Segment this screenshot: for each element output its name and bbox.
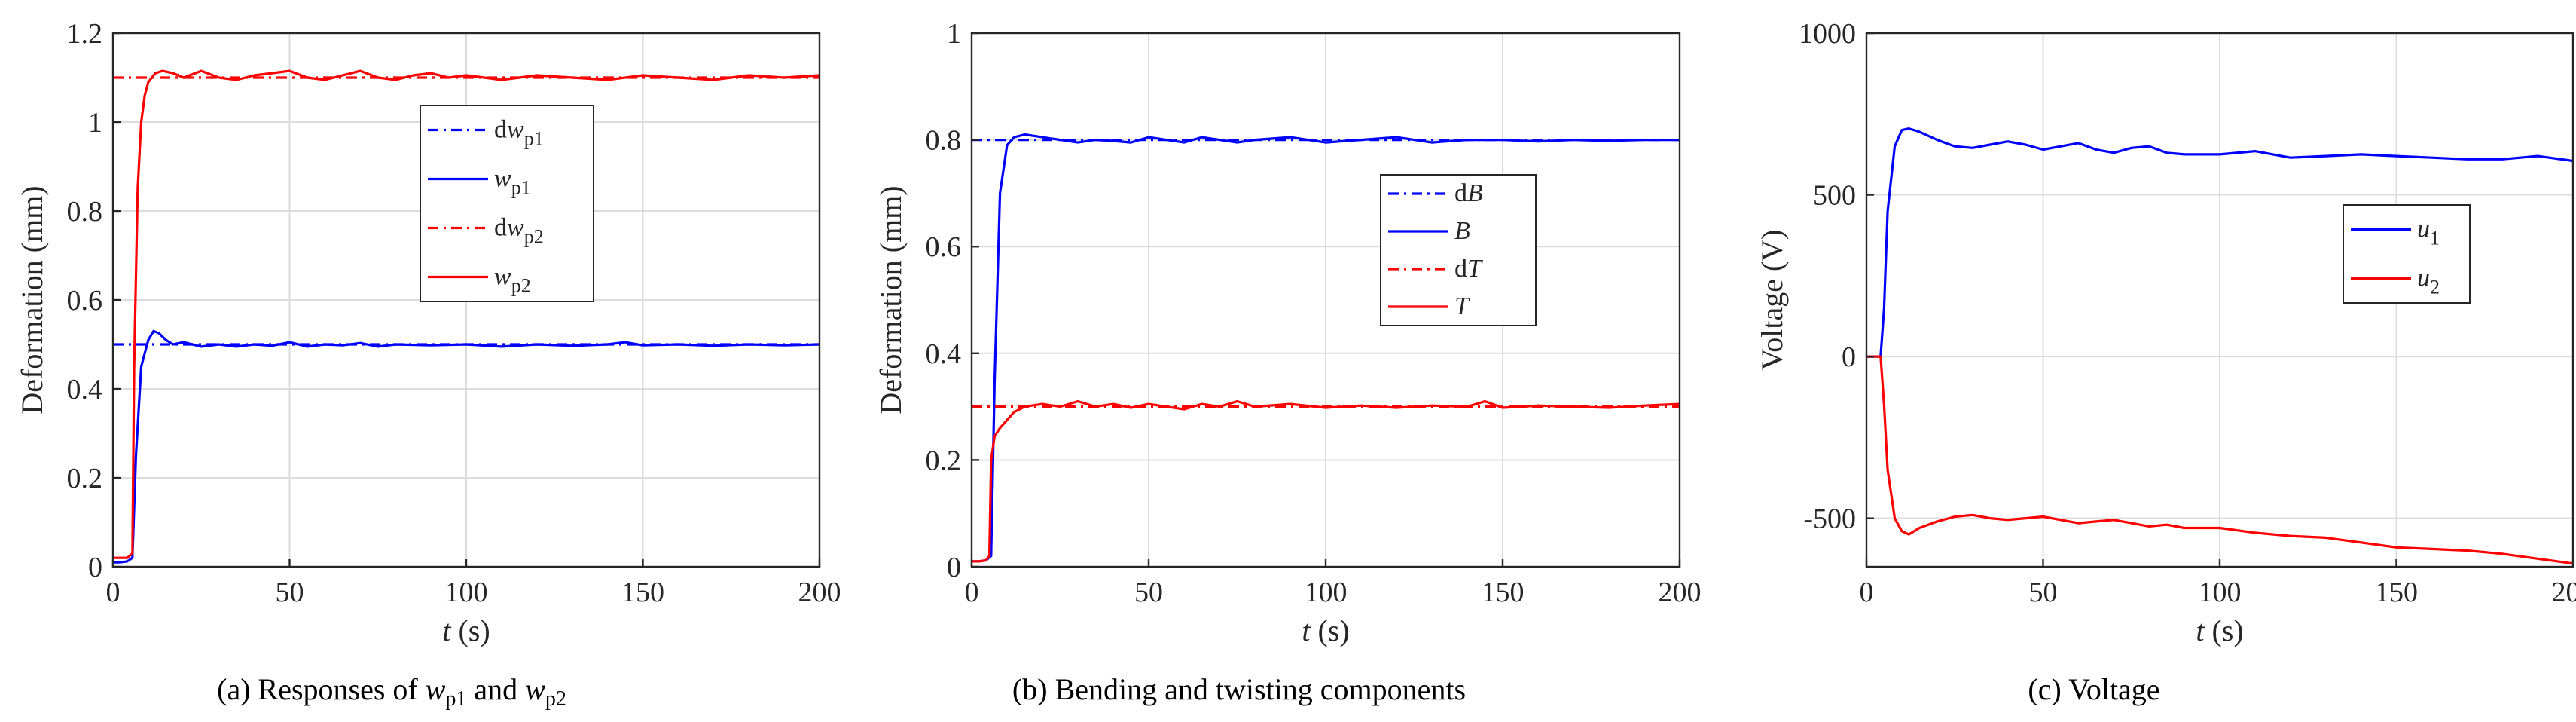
x-tick-label: 200	[1659, 577, 1702, 608]
y-axis-label: Voltage (V)	[1755, 230, 1789, 371]
legend-label-w-p2: wp2	[494, 263, 531, 297]
chart-caption-c: (c) Voltage	[2028, 672, 2159, 706]
legend-label-dt: dT	[1454, 255, 1483, 283]
y-tick-label: 0.8	[67, 196, 103, 228]
y-tick-label: 0.6	[926, 231, 962, 263]
x-axis-label: t (s)	[1302, 613, 1349, 647]
chart-panel-a: (a) Responses of wp1 and wp2 0 50 100 150 20…	[15, 18, 841, 711]
y-tick-label: -500	[1803, 503, 1856, 535]
x-tick-label: 50	[1134, 577, 1163, 608]
x-tick-label: 0	[965, 577, 979, 608]
legend-box	[2343, 204, 2471, 304]
chart-caption-b: (b) Bending and twisting components	[1012, 672, 1466, 706]
y-tick-label: 0.4	[67, 374, 103, 405]
x-axis-label: t (s)	[442, 613, 490, 647]
x-tick-label: 150	[2375, 577, 2418, 608]
legend-label-dw-p1: dwp1	[494, 116, 544, 150]
y-axis-label: Deformation (mm)	[15, 185, 49, 414]
x-tick-label: 150	[621, 577, 664, 608]
legend-label-u-2: u2	[2417, 265, 2440, 298]
x-tick-label: 0	[1860, 577, 1874, 608]
series-line-w-p2	[113, 69, 819, 559]
legend-label-dw-p2: dwp2	[494, 214, 544, 248]
legend: dB BdT T	[1380, 174, 1537, 326]
x-axis-label: t (s)	[2196, 613, 2243, 647]
series-line-t	[972, 399, 1680, 563]
y-tick-label: 1	[947, 18, 961, 50]
chart-caption-a: (a) Responses of wp1 and wp2	[217, 672, 566, 711]
series-line-u-1	[1866, 127, 2573, 358]
y-tick-label: 0.2	[67, 463, 103, 494]
y-tick-label: 500	[1813, 180, 1856, 212]
x-tick-label: 150	[1482, 577, 1525, 608]
y-axis-label: Deformation (mm)	[874, 185, 908, 414]
y-tick-label: 0	[88, 552, 102, 583]
chart-panel-c: (c) Voltage 0 50 100 150 200 -500 0 500 1000 t (s…	[1755, 18, 2576, 706]
legend-label-b: B	[1454, 217, 1470, 245]
y-tick-label: 1000	[1799, 18, 1856, 50]
legend-box	[420, 105, 594, 302]
y-tick-label: 0.6	[67, 285, 103, 317]
x-tick-label: 200	[2552, 577, 2576, 608]
legend-box	[1380, 174, 1537, 326]
x-tick-label: 50	[276, 577, 304, 608]
y-tick-label: 0	[1842, 341, 1856, 373]
chart-panel-b: (b) Bending and twisting components 0 50 1…	[874, 18, 1702, 706]
legend-label-u-1: u1	[2417, 216, 2440, 249]
x-tick-label: 100	[2199, 577, 2242, 608]
y-tick-label: 0.4	[926, 338, 962, 370]
series-line-b	[972, 133, 1680, 563]
x-tick-label: 0	[106, 577, 121, 608]
x-tick-label: 200	[798, 577, 841, 608]
legend-label-t: T	[1454, 292, 1470, 320]
y-tick-label: 0.2	[926, 445, 962, 476]
x-tick-label: 100	[445, 577, 488, 608]
series-line-w-p1	[113, 329, 819, 564]
x-tick-label: 50	[2029, 577, 2058, 608]
legend-label-db: dB	[1454, 179, 1483, 207]
x-tick-label: 100	[1305, 577, 1348, 608]
legend-label-w-p1: wp1	[494, 165, 531, 199]
y-tick-label: 0.8	[926, 125, 962, 157]
y-tick-label: 1.2	[67, 18, 103, 50]
y-tick-label: 0	[947, 552, 961, 583]
legend: dwp1 wp1 dwp2 wp2	[420, 105, 594, 302]
series-line-u-2	[1866, 355, 2573, 565]
y-tick-label: 1	[88, 107, 102, 139]
